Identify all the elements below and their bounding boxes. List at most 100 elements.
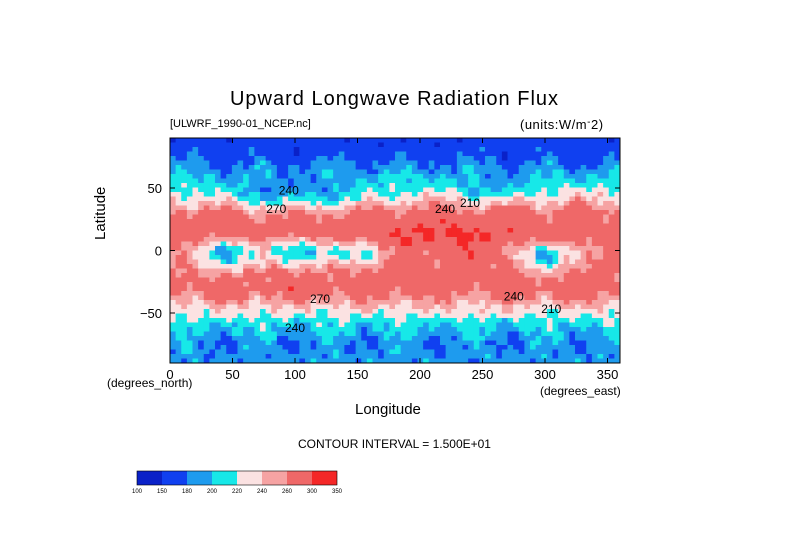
heatmap-cell bbox=[462, 318, 469, 324]
heatmap-cell bbox=[462, 354, 469, 360]
heatmap-cell bbox=[406, 322, 413, 328]
heatmap-cell bbox=[411, 165, 419, 171]
heatmap-cell bbox=[327, 268, 334, 274]
heatmap-cell bbox=[411, 336, 419, 342]
heatmap-cell bbox=[220, 214, 227, 220]
heatmap-cell bbox=[248, 232, 255, 238]
heatmap-cell bbox=[186, 349, 194, 355]
heatmap-cell bbox=[507, 210, 514, 216]
heatmap-cell bbox=[456, 318, 464, 324]
heatmap-cell bbox=[541, 214, 548, 220]
heatmap-cell bbox=[209, 160, 216, 166]
heatmap-cell bbox=[535, 169, 542, 175]
heatmap-cell bbox=[282, 250, 289, 256]
heatmap-cell bbox=[282, 300, 289, 306]
heatmap-cell bbox=[310, 219, 317, 225]
heatmap-cell bbox=[355, 349, 362, 355]
heatmap-cell bbox=[423, 300, 430, 306]
heatmap-cell bbox=[501, 336, 509, 342]
heatmap-cell bbox=[209, 147, 216, 153]
heatmap-cell bbox=[496, 295, 503, 301]
heatmap-cell bbox=[361, 327, 368, 333]
heatmap-cell bbox=[485, 291, 492, 297]
heatmap-cell bbox=[220, 354, 227, 360]
heatmap-cell bbox=[451, 291, 458, 297]
heatmap-cell bbox=[170, 201, 177, 207]
heatmap-cell bbox=[473, 228, 480, 234]
heatmap-cell bbox=[310, 228, 317, 234]
heatmap-cell bbox=[434, 291, 441, 297]
heatmap-cell bbox=[411, 277, 419, 283]
heatmap-cell bbox=[400, 309, 407, 315]
heatmap-cell bbox=[293, 358, 300, 363]
heatmap-cell bbox=[181, 259, 188, 265]
heatmap-cell bbox=[389, 345, 396, 351]
heatmap-cell bbox=[541, 174, 548, 180]
heatmap-cell bbox=[603, 340, 610, 346]
heatmap-cell bbox=[237, 214, 244, 220]
heatmap-cell bbox=[305, 331, 312, 337]
heatmap-cell bbox=[209, 174, 216, 180]
heatmap-cell bbox=[254, 246, 261, 252]
heatmap-cell bbox=[428, 156, 435, 162]
heatmap-cell bbox=[546, 219, 554, 225]
heatmap-cell bbox=[378, 187, 385, 193]
heatmap-cell bbox=[310, 354, 317, 360]
heatmap-cell bbox=[316, 228, 323, 234]
heatmap-cell bbox=[378, 223, 385, 229]
heatmap-cell bbox=[591, 286, 599, 292]
heatmap-cell bbox=[608, 250, 615, 256]
heatmap-cell bbox=[563, 174, 570, 180]
heatmap-cell bbox=[608, 345, 615, 351]
heatmap-cell bbox=[440, 259, 447, 265]
heatmap-cell bbox=[580, 345, 587, 351]
heatmap-cell bbox=[271, 210, 278, 216]
heatmap-cell bbox=[417, 192, 424, 198]
heatmap-cell bbox=[501, 291, 509, 297]
heatmap-cell bbox=[321, 309, 329, 315]
heatmap-cell bbox=[198, 286, 205, 292]
heatmap-cell bbox=[513, 295, 520, 301]
heatmap-cell bbox=[271, 196, 278, 202]
heatmap-cell bbox=[186, 205, 194, 211]
heatmap-cell bbox=[614, 309, 620, 315]
heatmap-cell bbox=[530, 237, 537, 243]
heatmap-cell bbox=[282, 219, 289, 225]
heatmap-cell bbox=[597, 286, 604, 292]
heatmap-cell bbox=[400, 336, 407, 342]
heatmap-cell bbox=[209, 273, 216, 279]
heatmap-cell bbox=[231, 196, 239, 202]
heatmap-cell bbox=[338, 250, 345, 256]
heatmap-cell bbox=[597, 318, 604, 324]
heatmap-cell bbox=[569, 322, 576, 328]
heatmap-cell bbox=[580, 169, 587, 175]
heatmap-cell bbox=[231, 277, 239, 283]
heatmap-cell bbox=[535, 331, 542, 337]
heatmap-cell bbox=[378, 291, 385, 297]
heatmap-cell bbox=[361, 349, 368, 355]
heatmap-cell bbox=[541, 331, 548, 337]
heatmap-cell bbox=[400, 223, 407, 229]
heatmap-cell bbox=[389, 259, 396, 265]
heatmap-cell bbox=[350, 214, 357, 220]
heatmap-cell bbox=[186, 327, 194, 333]
heatmap-cell bbox=[316, 318, 323, 324]
heatmap-cell bbox=[496, 210, 503, 216]
heatmap-cell bbox=[282, 156, 289, 162]
heatmap-cell bbox=[203, 345, 210, 351]
heatmap-cell bbox=[299, 232, 306, 238]
heatmap-cell bbox=[445, 160, 452, 166]
heatmap-cell bbox=[333, 151, 340, 157]
heatmap-cell bbox=[175, 345, 182, 351]
heatmap-cell bbox=[530, 205, 537, 211]
heatmap-cell bbox=[338, 147, 345, 153]
heatmap-cell bbox=[237, 147, 244, 153]
heatmap-cell bbox=[445, 178, 452, 184]
heatmap-cell bbox=[395, 331, 402, 337]
heatmap-cell bbox=[513, 183, 520, 189]
heatmap-cell bbox=[552, 264, 559, 270]
heatmap-cell bbox=[293, 174, 300, 180]
heatmap-cell bbox=[220, 309, 227, 315]
heatmap-cell bbox=[350, 286, 357, 292]
heatmap-cell bbox=[327, 277, 334, 283]
